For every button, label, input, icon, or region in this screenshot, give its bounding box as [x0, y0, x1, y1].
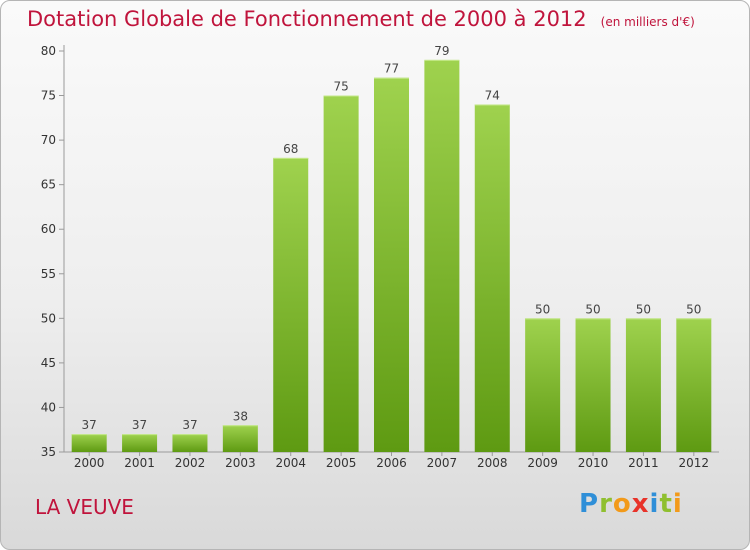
logo-letter: x — [631, 489, 650, 519]
x-tick-label: 2002 — [175, 456, 206, 470]
x-tick-label: 2006 — [376, 456, 407, 470]
bar — [424, 59, 460, 453]
logo-letter: i — [649, 489, 660, 519]
logo-letter: r — [599, 489, 613, 519]
x-tick-label: 2011 — [628, 456, 659, 470]
bar — [676, 318, 712, 452]
bar — [122, 434, 158, 452]
chart-title-text: Dotation Globale de Fonctionnement de 20… — [27, 7, 587, 31]
data-label: 50 — [535, 302, 550, 316]
data-label: 79 — [434, 44, 449, 58]
data-label: 50 — [585, 302, 600, 316]
x-tick-label: 2005 — [326, 456, 357, 470]
logo-letter: t — [659, 489, 673, 519]
unit-note: (en milliers d'€) — [600, 15, 695, 29]
chart-title: Dotation Globale de Fonctionnement de 20… — [27, 7, 695, 31]
x-tick-label: 2004 — [275, 456, 306, 470]
y-tick-label: 35 — [41, 445, 56, 459]
y-tick-label: 40 — [41, 400, 56, 414]
x-tick-label: 2007 — [427, 456, 458, 470]
bar — [323, 95, 359, 453]
bar — [525, 318, 561, 452]
data-label: 77 — [384, 62, 399, 76]
y-tick-label: 60 — [41, 222, 56, 236]
logo-letter: o — [612, 489, 632, 519]
data-label: 37 — [132, 418, 147, 432]
data-label: 68 — [283, 142, 298, 156]
data-labels: 37 37 37 38 68 75 77 79 74 50 50 50 50 — [82, 44, 702, 432]
x-tick-label: 2000 — [74, 456, 105, 470]
data-label: 50 — [636, 302, 651, 316]
bar — [222, 425, 258, 452]
y-tick-label: 45 — [41, 356, 56, 370]
logo-letter: P — [579, 489, 600, 519]
y-tick-label: 55 — [41, 267, 56, 281]
commune-name: LA VEUVE — [35, 495, 134, 519]
bar — [273, 157, 309, 452]
y-tick-label: 80 — [41, 44, 56, 58]
data-label: 50 — [686, 302, 701, 316]
data-label: 75 — [333, 80, 348, 94]
logo-letter: i — [672, 489, 683, 519]
data-label: 37 — [82, 418, 97, 432]
x-tick-label: 2008 — [477, 456, 508, 470]
bars — [71, 59, 712, 453]
data-label: 74 — [485, 88, 500, 102]
axes: 35 40 45 50 55 60 65 70 75 80 2000 2001 2002 2003 2004… — [41, 44, 719, 470]
y-tick-label: 50 — [41, 311, 56, 325]
x-tick-label: 2009 — [527, 456, 558, 470]
x-tick-label: 2003 — [225, 456, 256, 470]
proxiti-logo: Proxiti — [579, 489, 683, 519]
data-label: 37 — [182, 418, 197, 432]
x-tick-label: 2010 — [578, 456, 609, 470]
x-tick-label: 2012 — [679, 456, 710, 470]
bar — [625, 318, 661, 452]
bar — [374, 77, 409, 452]
bar — [474, 104, 510, 452]
data-label: 38 — [233, 409, 248, 423]
bar — [575, 318, 611, 452]
x-tick-label: 2001 — [124, 456, 155, 470]
y-tick-label: 75 — [41, 89, 56, 103]
bar — [71, 434, 107, 452]
y-tick-label: 70 — [41, 133, 56, 147]
y-tick-label: 65 — [41, 178, 56, 192]
bar — [172, 434, 208, 452]
